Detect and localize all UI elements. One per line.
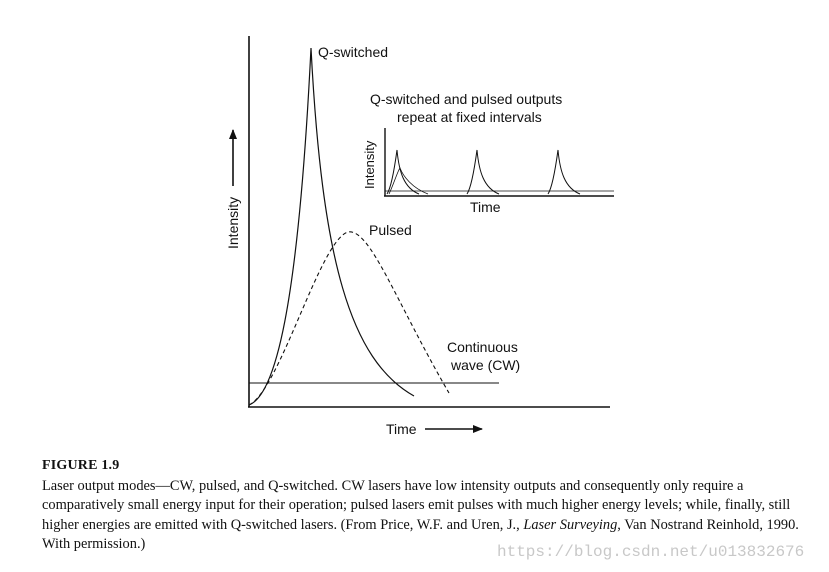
main-y-axis-label: Intensity xyxy=(225,197,241,249)
cw-label-line2: wave (CW) xyxy=(450,357,520,373)
inset-pulse-2-qswitched xyxy=(466,149,500,195)
inset-pulse-1-pulsed xyxy=(388,167,429,195)
inset-pulse-1-qswitched xyxy=(386,149,420,195)
inset-title-line2: repeat at fixed intervals xyxy=(397,109,542,125)
qswitched-curve xyxy=(248,47,415,406)
inset-pulse-3-qswitched xyxy=(547,149,581,195)
inset-x-axis-label: Time xyxy=(470,199,501,215)
watermark: https://blog.csdn.net/u013832676 xyxy=(497,543,805,561)
cw-label-line1: Continuous xyxy=(447,339,518,355)
caption-text-before: Laser output modes—CW, pulsed, and Q-swi… xyxy=(42,477,791,533)
pulsed-label: Pulsed xyxy=(369,222,412,238)
caption-text-after: , Van Nostrand Reinhold, 1990. With perm… xyxy=(42,516,799,553)
caption-title: FIGURE 1.9 xyxy=(42,458,120,473)
caption-body: Laser output modes—CW, pulsed, and Q-swi… xyxy=(42,477,802,555)
inset-title-line1: Q-switched and pulsed outputs xyxy=(370,91,562,107)
qswitched-label: Q-switched xyxy=(318,44,388,60)
inset-diagram: Q-switched and pulsed outputs repeat at … xyxy=(362,91,614,215)
caption-book-title: Laser Surveying xyxy=(523,516,618,533)
figure-caption: FIGURE 1.9 Laser output modes—CW, pulsed… xyxy=(42,456,802,555)
main-x-axis-label: Time xyxy=(386,421,417,437)
inset-y-axis-label: Intensity xyxy=(362,140,377,189)
pulsed-curve xyxy=(248,231,450,406)
